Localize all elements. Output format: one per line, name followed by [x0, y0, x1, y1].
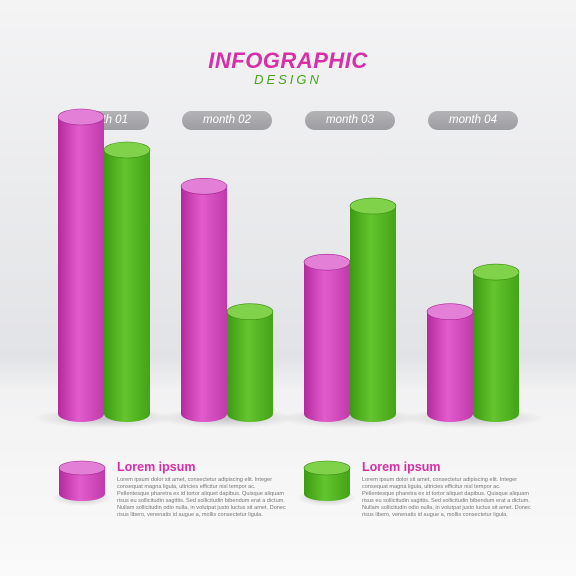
- bar-green-1: [103, 141, 151, 422]
- legend-text-pink: Lorem ipsum dolor sit amet, consectetur …: [117, 477, 286, 518]
- bar-pink-3: [303, 253, 351, 422]
- bar-green-2: [226, 303, 274, 422]
- legend-item-green: Lorem ipsum Lorem ipsum dolor sit amet, …: [362, 460, 532, 519]
- bar-green-3: [349, 197, 397, 422]
- bar-pink-1: [57, 108, 105, 422]
- legend-item-pink: Lorem ipsum Lorem ipsum dolor sit amet, …: [117, 460, 287, 519]
- month-label-4: month 04: [428, 111, 518, 130]
- legend-title-pink: Lorem ipsum: [117, 460, 196, 474]
- legend-text-green: Lorem ipsum dolor sit amet, consectetur …: [362, 477, 531, 518]
- chart-title: INFOGRAPHIC: [208, 48, 368, 73]
- month-label-3: month 03: [305, 111, 395, 130]
- bar-pink-4: [426, 303, 474, 422]
- chart-subtitle: DESIGN: [254, 72, 322, 87]
- legend-title-green: Lorem ipsum: [362, 460, 441, 474]
- bar-green-4: [472, 263, 520, 422]
- bar-pink-2: [180, 178, 228, 422]
- month-label-2: month 02: [182, 111, 272, 130]
